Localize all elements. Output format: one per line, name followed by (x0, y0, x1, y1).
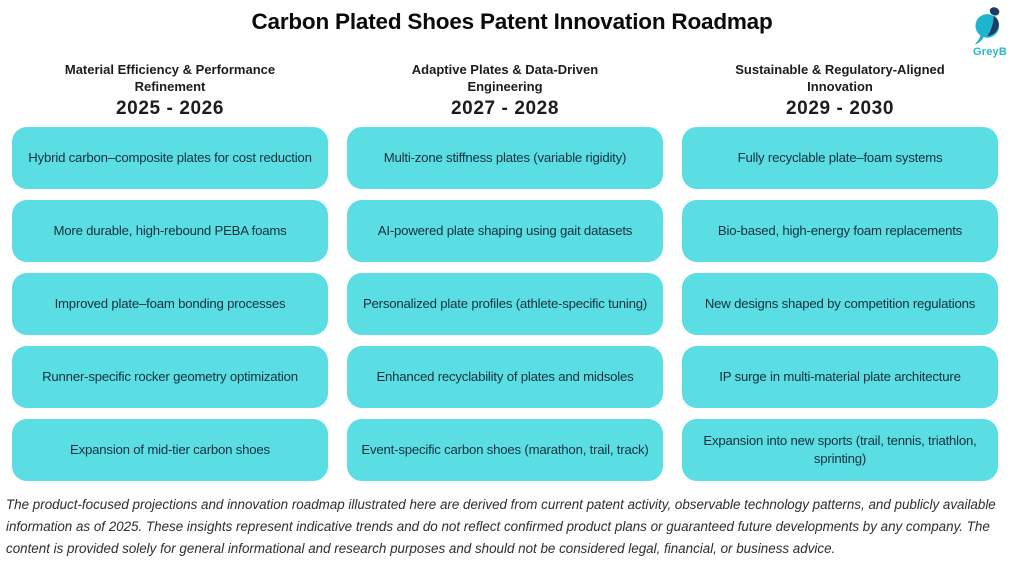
phase-title: Material Efficiency & Performance (64, 61, 276, 77)
roadmap-card: Hybrid carbon–composite plates for cost … (12, 127, 328, 189)
roadmap-card: Improved plate–foam bonding processes (12, 273, 328, 335)
card-label: Multi-zone stiffness plates (variable ri… (383, 149, 627, 165)
roadmap-card: Expansion of mid-tier carbon shoes (12, 419, 328, 481)
phase-title: Sustainable & Regulatory-Aligned (735, 61, 945, 77)
roadmap-card: IP surge in multi-material plate archite… (682, 346, 998, 408)
roadmap-card: AI-powered plate shaping using gait data… (347, 200, 663, 262)
roadmap-card: Personalized plate profiles (athlete-spe… (347, 273, 663, 335)
phase-headers: Material Efficiency & Performance Refine… (12, 52, 998, 120)
card-label: Fully recyclable plate–foam systems (737, 149, 943, 165)
roadmap-grid: Hybrid carbon–composite plates for cost … (12, 127, 998, 481)
card-label: Expansion of mid-tier carbon shoes (70, 441, 270, 457)
roadmap-card: Enhanced recyclability of plates and mid… (347, 346, 663, 408)
page-title: Carbon Plated Shoes Patent Innovation Ro… (251, 9, 773, 34)
phase-years: 2027 - 2028 (450, 98, 560, 119)
phase-title: Engineering (467, 79, 543, 95)
phase-title: Refinement (134, 79, 206, 95)
greyb-bird-icon (974, 7, 1000, 45)
roadmap-card: New designs shaped by competition regula… (682, 273, 998, 335)
disclaimer-text: The product-focused projections and inno… (6, 497, 996, 556)
card-label: Bio-based, high-energy foam replacements (717, 222, 963, 238)
card-label: AI-powered plate shaping using gait data… (377, 222, 633, 238)
phase-title: Adaptive Plates & Data-Driven (411, 61, 599, 77)
roadmap-card: Runner-specific rocker geometry optimiza… (12, 346, 328, 408)
roadmap-card: More durable, high-rebound PEBA foams (12, 200, 328, 262)
card-label: Enhanced recyclability of plates and mid… (376, 368, 634, 384)
phase-header-3: Sustainable & Regulatory-Aligned Innovat… (682, 52, 998, 120)
card-label: Expansion into new sports (trail, tennis… (703, 432, 977, 466)
greyb-logo: GreyB (964, 5, 1016, 58)
roadmap-card: Multi-zone stiffness plates (variable ri… (347, 127, 663, 189)
roadmap-card: Bio-based, high-energy foam replacements (682, 200, 998, 262)
card-label: Personalized plate profiles (athlete-spe… (362, 295, 648, 311)
card-label: Improved plate–foam bonding processes (54, 295, 286, 311)
greyb-wordmark: GreyB (972, 46, 1008, 58)
phase-years: 2025 - 2026 (115, 98, 225, 119)
phase-years: 2029 - 2030 (785, 98, 895, 119)
card-label: Hybrid carbon–composite plates for cost … (28, 149, 312, 165)
phase-title: Innovation (807, 79, 873, 95)
card-label: Runner-specific rocker geometry optimiza… (42, 368, 298, 384)
card-label: More durable, high-rebound PEBA foams (53, 222, 287, 238)
phase-header-1: Material Efficiency & Performance Refine… (12, 52, 328, 120)
card-label: IP surge in multi-material plate archite… (719, 368, 961, 384)
roadmap-card: Expansion into new sports (trail, tennis… (682, 419, 998, 481)
roadmap-card: Fully recyclable plate–foam systems (682, 127, 998, 189)
card-label: New designs shaped by competition regula… (704, 295, 976, 311)
card-label: Event-specific carbon shoes (marathon, t… (361, 441, 649, 457)
phase-header-2: Adaptive Plates & Data-Driven Engineerin… (347, 52, 663, 120)
roadmap-card: Event-specific carbon shoes (marathon, t… (347, 419, 663, 481)
